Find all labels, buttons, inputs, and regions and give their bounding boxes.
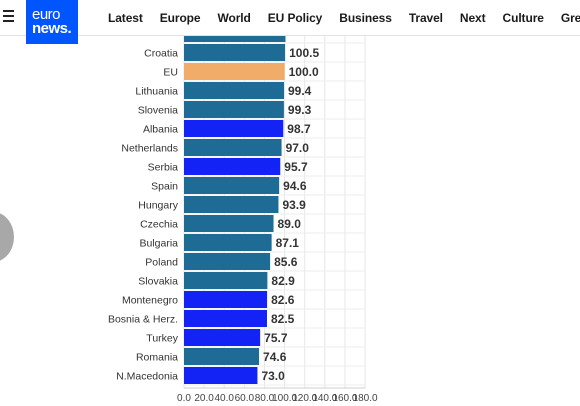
nav-item-business[interactable]: Business [339, 11, 392, 25]
bar-1 [184, 63, 285, 80]
x-tick-label: 20.0 [194, 393, 214, 404]
category-label: Spain [151, 181, 178, 193]
value-label: 89.0 [278, 217, 302, 231]
x-tick-label: 120.0 [292, 393, 317, 404]
category-label: Bosnia & Herz. [108, 314, 178, 326]
bar-10 [184, 234, 272, 251]
category-label: Serbia [148, 162, 179, 174]
nav-item-next[interactable]: Next [459, 11, 486, 25]
bar-3 [184, 101, 284, 118]
nav-item-europe[interactable]: Europe [159, 11, 201, 25]
x-tick-label: 40.0 [215, 393, 235, 404]
value-label: 93.9 [282, 198, 306, 212]
category-label: N.Macedonia [116, 371, 178, 383]
category-label: Poland [145, 257, 178, 269]
bar-6 [184, 158, 281, 175]
bar-7 [184, 177, 280, 194]
bar-17 [184, 367, 258, 384]
value-label: 82.6 [271, 293, 295, 307]
category-label: Romania [136, 352, 178, 364]
value-label: 99.3 [288, 103, 312, 117]
bar-14 [184, 310, 267, 327]
x-tick-label: 180.0 [353, 393, 378, 404]
nav-item-eu-policy[interactable]: EU Policy [267, 11, 323, 25]
bar-8 [184, 196, 279, 213]
nav-item-latest[interactable]: Latest [108, 11, 143, 25]
x-tick-label: 160.0 [332, 393, 357, 404]
value-label: 74.6 [263, 350, 287, 364]
value-label: 82.5 [271, 312, 295, 326]
nav-item-culture[interactable]: Culture [502, 11, 544, 25]
menu-icon[interactable] [3, 10, 15, 24]
side-scroll-button[interactable] [0, 212, 14, 262]
category-label: Netherlands [121, 143, 178, 155]
value-label: 97.0 [286, 141, 310, 155]
nav-item-green[interactable]: Greer [560, 11, 580, 25]
bar-partial [184, 36, 286, 42]
nav-item-travel[interactable]: Travel [408, 11, 443, 25]
x-tick-label: 60.0 [235, 393, 255, 404]
value-label: 100.0 [289, 65, 319, 79]
category-label: Montenegro [122, 295, 178, 307]
value-label: 85.6 [274, 255, 298, 269]
category-label: Croatia [144, 48, 178, 60]
value-label: 94.6 [283, 179, 307, 193]
bar-0 [184, 44, 286, 61]
category-label: Slovenia [138, 105, 178, 117]
value-label: 99.4 [288, 84, 312, 98]
nav-item-world[interactable]: World [217, 11, 251, 25]
value-label: 82.9 [271, 274, 295, 288]
category-label: Slovakia [138, 276, 178, 288]
bar-5 [184, 139, 282, 156]
x-tick-label: 140.0 [312, 393, 337, 404]
category-label: Albania [143, 124, 178, 136]
euronews-logo[interactable]: euro news. [26, 0, 78, 44]
bar-13 [184, 291, 268, 308]
bar-12 [184, 272, 268, 289]
logo-text-news: news. [32, 20, 72, 37]
bar-15 [184, 329, 261, 346]
bar-16 [184, 348, 260, 365]
value-label: 75.7 [264, 331, 288, 345]
bar-9 [184, 215, 274, 232]
main-nav: Latest Europe World EU Policy Business Travel… [108, 0, 580, 36]
x-tick-label: 0.0 [177, 393, 191, 404]
x-tick-label: 100.0 [272, 393, 297, 404]
value-label: 73.0 [261, 369, 285, 383]
bar-2 [184, 82, 284, 99]
site-header: euro news. Latest Europe World EU Policy Bus… [0, 0, 580, 44]
category-label: Czechia [140, 219, 178, 231]
category-label: EU [163, 67, 178, 79]
category-label: Hungary [138, 200, 178, 212]
category-label: Lithuania [135, 86, 178, 98]
x-tick-label: 80.0 [255, 393, 275, 404]
category-label: Turkey [146, 333, 178, 345]
bar-4 [184, 120, 284, 137]
logo-text-euro: euro [32, 6, 61, 23]
bar-11 [184, 253, 271, 270]
category-label: Bulgaria [139, 238, 178, 250]
value-label: 95.7 [284, 160, 308, 174]
value-label: 100.5 [289, 46, 319, 60]
value-label: 87.1 [276, 236, 300, 250]
value-label: 98.7 [287, 122, 311, 136]
